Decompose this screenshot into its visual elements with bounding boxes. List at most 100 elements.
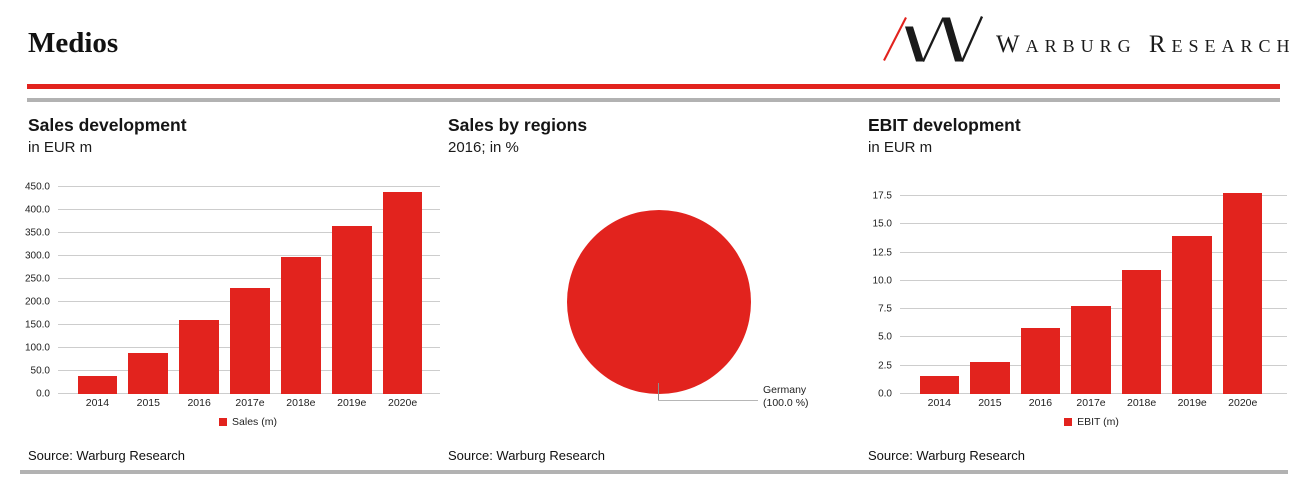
- x-tick-label: 2018e: [1127, 397, 1157, 409]
- regions-chart-subtitle: 2016; in %: [448, 139, 519, 156]
- y-tick-label: 5.0: [878, 331, 892, 343]
- bar-2015: [128, 352, 169, 394]
- pie-slice-label: Germany (100.0 %): [763, 384, 809, 409]
- bar-slot: [1116, 196, 1167, 394]
- brand-name: Warburg Research: [996, 31, 1296, 58]
- gridline: [900, 223, 1287, 225]
- x-tick-label: 2020e: [1228, 397, 1258, 409]
- bar-2019e: [1172, 235, 1212, 394]
- bar-2020e: [1223, 192, 1263, 394]
- y-tick-label: 450.0: [24, 181, 50, 193]
- bar-slot: [377, 187, 428, 394]
- y-tick-label: 17.5: [872, 190, 892, 202]
- y-tick-label: 7.5: [878, 303, 892, 315]
- pie-leader-line-vertical: [658, 383, 660, 401]
- bar-slot: [174, 187, 225, 394]
- y-tick-label: 15.0: [872, 218, 892, 230]
- sales-chart-legend: Sales (m): [66, 416, 430, 428]
- bar-slot: [965, 196, 1016, 394]
- source-label-sales: Source: Warburg Research: [28, 448, 186, 463]
- source-label-ebit: Source: Warburg Research: [868, 448, 1026, 463]
- legend-swatch: [219, 418, 228, 426]
- header-rule-gray: [27, 98, 1280, 102]
- bar-slot: [1015, 196, 1066, 394]
- pie-slice-label-pct: (100.0 %): [763, 396, 809, 409]
- y-tick-label: 2.5: [878, 360, 892, 372]
- bar-slot: [1167, 196, 1218, 394]
- y-tick-label: 400.0: [24, 204, 50, 216]
- bar-slot: [326, 187, 377, 394]
- x-tick-label: 2014: [85, 397, 110, 409]
- y-tick-label: 10.0: [872, 275, 892, 287]
- gridline: [58, 209, 440, 210]
- bar-2020e: [382, 191, 423, 394]
- x-tick-label: 2016: [1028, 397, 1053, 409]
- x-tick-label: 2019e: [337, 397, 367, 409]
- ebit-chart-x-axis: 2014 2015 2016 2017e 2018e 2019e 2020e: [914, 397, 1268, 409]
- pie-leader-line-horizontal: [658, 400, 758, 402]
- regions-chart-title: Sales by regions: [448, 115, 588, 135]
- bar-2015: [970, 362, 1010, 394]
- ebit-chart-bars: [914, 192, 1268, 394]
- bar-2017e: [1071, 305, 1111, 394]
- bar-slot: [1066, 196, 1117, 394]
- gridline: [58, 255, 440, 257]
- y-tick-label: 12.5: [872, 247, 892, 259]
- sales-chart-x-axis: 2014 2015 2016 2017e 2018e 2019e 2020e: [72, 397, 428, 409]
- ebit-chart-y-axis: 0.0 2.5 5.0 7.5 10.0 12.5 15.0 17.5: [866, 191, 896, 400]
- bar-2018e: [281, 256, 321, 394]
- gridline: [900, 279, 1287, 281]
- x-tick-label: 2017e: [235, 397, 265, 409]
- warburg-logo-icon: [883, 16, 983, 62]
- sales-chart-title: Sales development: [28, 115, 187, 135]
- sales-chart-y-axis: 0.0 50.0 100.0 150.0 200.0 250.0 300.0 350.0 400…: [24, 182, 54, 400]
- gridline: [58, 278, 440, 279]
- legend-swatch: [1064, 418, 1073, 426]
- header-rule-red: [27, 84, 1280, 89]
- bar-slot: [225, 187, 276, 394]
- bar-2017e: [230, 288, 270, 394]
- ebit-chart-subtitle: in EUR m: [868, 139, 933, 156]
- x-tick-label: 2015: [136, 397, 160, 409]
- bar-2016: [1020, 328, 1061, 394]
- y-tick-label: 0.0: [878, 388, 892, 400]
- gridline: [58, 232, 440, 233]
- ebit-chart-legend: EBIT (m): [906, 416, 1277, 428]
- x-tick-label: 2017e: [1076, 397, 1106, 409]
- x-tick-label: 2019e: [1177, 397, 1207, 409]
- ebit-bar-chart: 0.0 2.5 5.0 7.5 10.0 12.5 15.0 17.5 2014 2015 201…: [866, 177, 1287, 437]
- x-tick-label: 2014: [927, 397, 951, 409]
- y-tick-label: 150.0: [24, 319, 50, 331]
- x-tick-label: 2018e: [286, 397, 316, 409]
- bar-2014: [77, 375, 118, 394]
- bottom-rule: [20, 470, 1288, 474]
- gridline: [900, 251, 1287, 253]
- legend-label: Sales (m): [232, 416, 277, 428]
- bar-2018e: [1121, 269, 1162, 394]
- bar-2019e: [331, 226, 372, 394]
- bar-slot: [123, 187, 174, 394]
- y-tick-label: 250.0: [24, 273, 50, 285]
- bar-slot: [275, 187, 326, 394]
- sales-bar-chart: 0.0 50.0 100.0 150.0 200.0 250.0 300.0 350.0 400…: [24, 177, 440, 437]
- bar-2014: [919, 375, 960, 394]
- gridline: [900, 195, 1287, 196]
- y-tick-label: 100.0: [24, 342, 50, 354]
- x-tick-label: 2020e: [387, 397, 418, 409]
- ebit-chart-title: EBIT development: [868, 115, 1021, 135]
- bar-2016: [179, 320, 219, 394]
- y-tick-label: 0.0: [36, 388, 50, 400]
- sales-chart-subtitle: in EUR m: [28, 139, 93, 156]
- y-tick-label: 300.0: [24, 250, 50, 262]
- bar-slot: [1217, 192, 1268, 394]
- y-tick-label: 350.0: [24, 227, 50, 239]
- legend-label: EBIT (m): [1077, 416, 1119, 428]
- x-tick-label: 2016: [187, 397, 211, 409]
- bar-slot: [72, 187, 123, 394]
- source-label-regions: Source: Warburg Research: [448, 448, 606, 463]
- bar-slot: [914, 196, 965, 394]
- y-tick-label: 200.0: [24, 296, 50, 308]
- pie-chart-germany-slice: [567, 210, 751, 394]
- y-tick-label: 50.0: [30, 365, 50, 377]
